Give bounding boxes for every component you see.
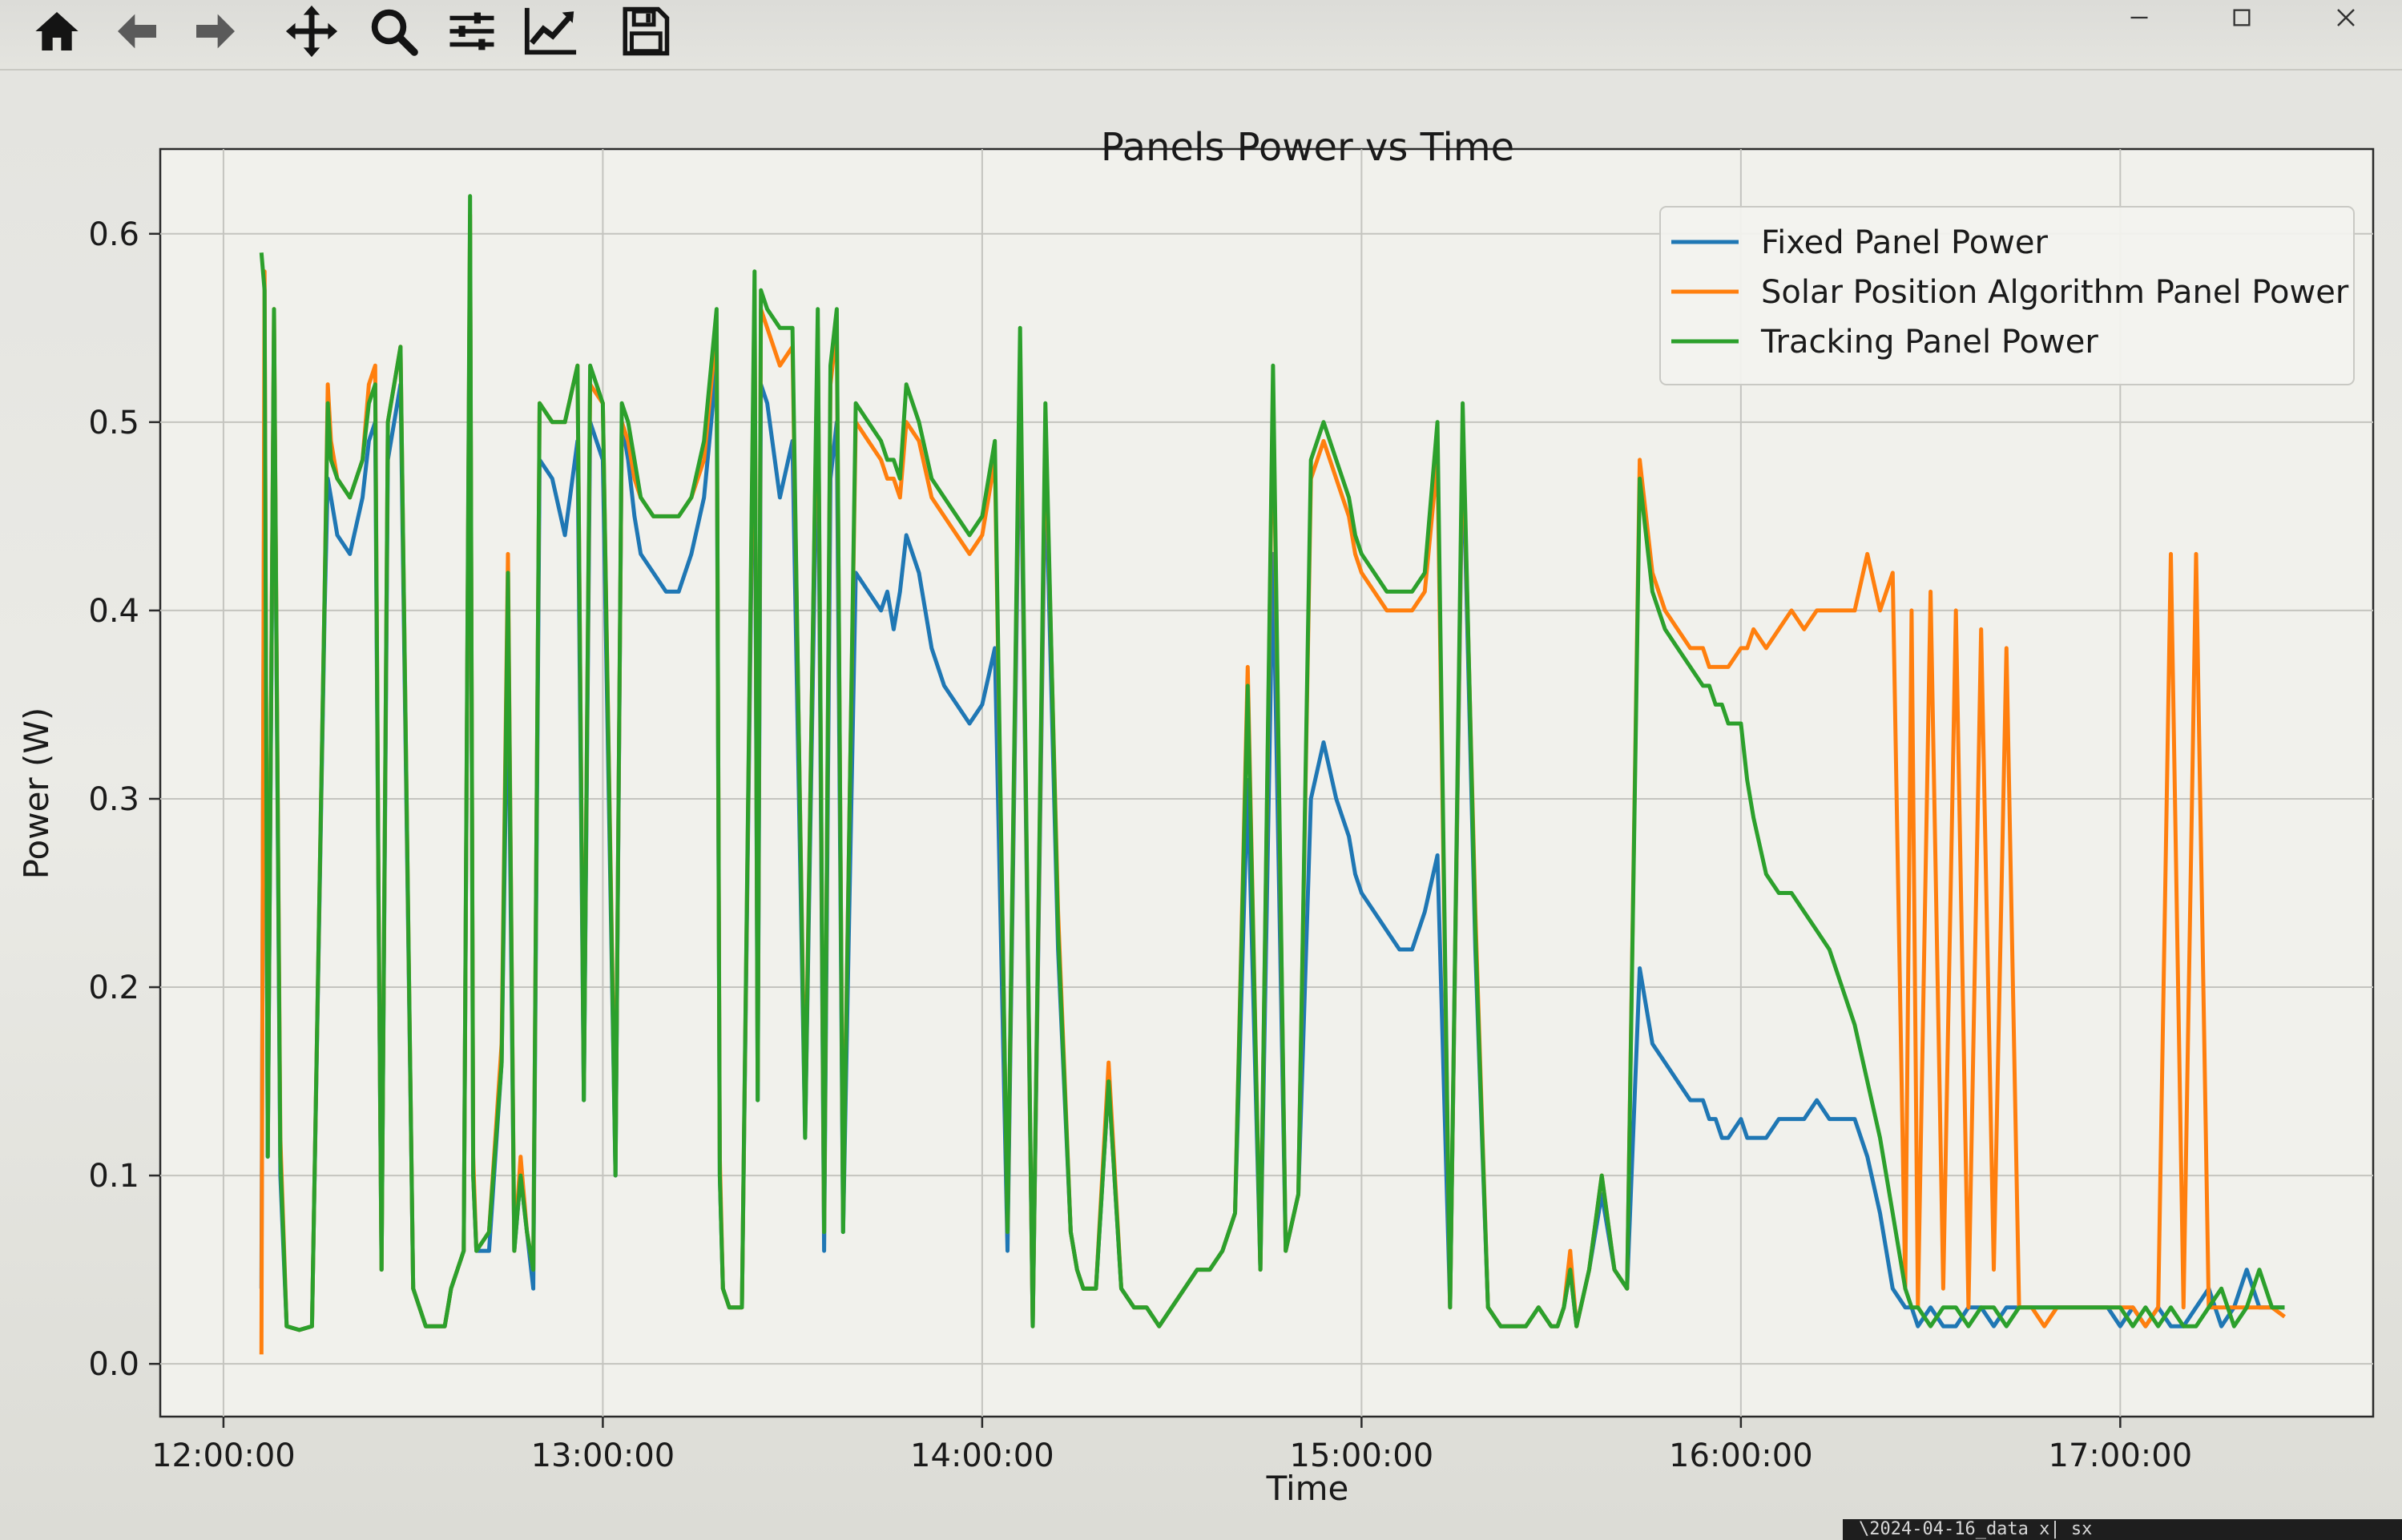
minimize-button[interactable] xyxy=(2107,0,2171,35)
save-button[interactable] xyxy=(614,0,676,62)
home-button[interactable] xyxy=(26,0,88,62)
sliders-icon xyxy=(449,12,494,50)
y-tick-label: 0.2 xyxy=(88,970,139,1006)
series-layer xyxy=(259,194,2286,1355)
edit-axis-button[interactable] xyxy=(519,0,582,62)
zoom-button[interactable] xyxy=(362,0,425,62)
maximize-button[interactable] xyxy=(2210,0,2274,35)
home-icon xyxy=(35,12,79,50)
arrow-left-icon xyxy=(118,14,156,49)
arrow-right-icon xyxy=(196,14,235,49)
taskbar-strip: \2024-04-16_data x| sx xyxy=(1843,1519,2402,1540)
x-tick-label: 15:00:00 xyxy=(1290,1437,1434,1474)
floppy-disk-icon xyxy=(623,6,670,56)
legend-label-tracking: Tracking Panel Power xyxy=(1760,324,2098,361)
x-tick-label: 16:00:00 xyxy=(1669,1437,1813,1474)
y-tick-label: 0.6 xyxy=(88,216,139,253)
back-button[interactable] xyxy=(106,0,168,62)
move-icon xyxy=(285,5,338,58)
axis-ticks: 12:00:00 13:00:00 14:00:00 15:00:00 16:00:00… xyxy=(88,216,2192,1474)
close-icon xyxy=(2337,9,2355,26)
close-button[interactable] xyxy=(2314,0,2378,35)
y-axis-label: Power (W) xyxy=(17,708,56,880)
legend-label-fixed: Fixed Panel Power xyxy=(1761,224,2048,261)
y-tick-label: 0.3 xyxy=(88,781,139,818)
x-tick-label: 12:00:00 xyxy=(151,1437,296,1474)
x-tick-label: 17:00:00 xyxy=(2049,1437,2193,1474)
pan-button[interactable] xyxy=(280,0,343,62)
legend-label-spa: Solar Position Algorithm Panel Power xyxy=(1761,274,2349,311)
x-axis-label: Time xyxy=(1266,1469,1349,1508)
y-tick-label: 0.1 xyxy=(88,1158,139,1195)
magnifier-icon xyxy=(371,9,418,56)
configure-subplots-button[interactable] xyxy=(441,0,503,62)
line-chart-icon xyxy=(524,7,577,55)
x-tick-label: 13:00:00 xyxy=(531,1437,675,1474)
y-tick-label: 0.0 xyxy=(88,1346,139,1383)
legend[interactable]: Fixed Panel Power Solar Position Algorit… xyxy=(1659,206,2355,385)
forward-button[interactable] xyxy=(184,0,247,62)
plot-toolbar xyxy=(0,0,2402,71)
chart-title: Panels Power vs Time xyxy=(1101,125,1514,170)
maximize-icon xyxy=(2233,9,2251,26)
legend-box xyxy=(1659,206,2355,385)
y-tick-label: 0.4 xyxy=(88,593,139,630)
y-tick-label: 0.5 xyxy=(88,405,139,441)
x-tick-label: 14:00:00 xyxy=(910,1437,1054,1474)
minimize-icon xyxy=(2130,16,2148,19)
tracking-panel-power-line xyxy=(259,194,2285,1332)
